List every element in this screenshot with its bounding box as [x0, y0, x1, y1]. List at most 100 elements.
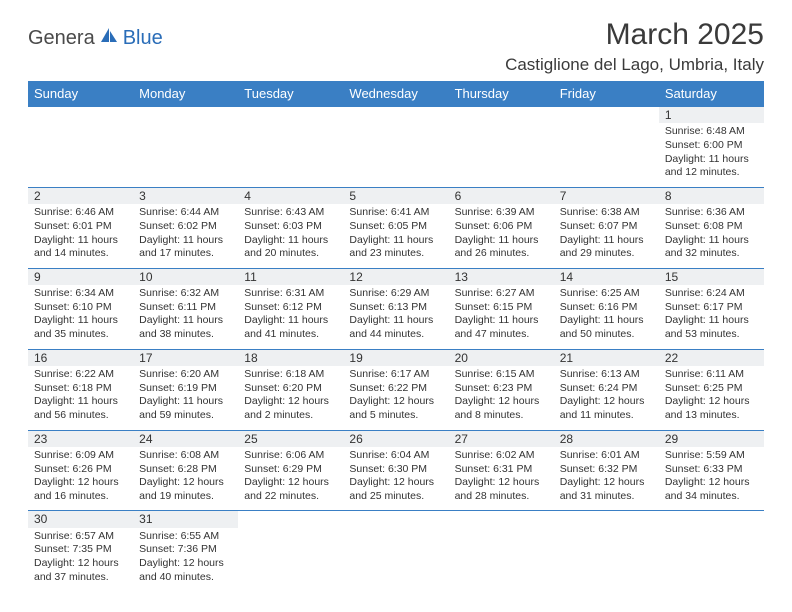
day-cell: Sunrise: 6:15 AMSunset: 6:23 PMDaylight:…: [449, 366, 554, 430]
day-details: Sunrise: 6:25 AMSunset: 6:16 PMDaylight:…: [554, 285, 659, 346]
day-details: Sunrise: 6:32 AMSunset: 6:11 PMDaylight:…: [133, 285, 238, 346]
sunrise-text: Sunrise: 6:31 AM: [244, 287, 337, 301]
day-details: Sunrise: 6:41 AMSunset: 6:05 PMDaylight:…: [343, 204, 448, 265]
day-cell: Sunrise: 6:02 AMSunset: 6:31 PMDaylight:…: [449, 447, 554, 511]
daylight-line1: Daylight: 12 hours: [139, 476, 232, 490]
sunrise-text: Sunrise: 6:41 AM: [349, 206, 442, 220]
day-number-cell: 22: [659, 349, 764, 366]
day-details: Sunrise: 6:06 AMSunset: 6:29 PMDaylight:…: [238, 447, 343, 508]
daylight-line2: and 19 minutes.: [139, 490, 232, 504]
daylight-line1: Daylight: 11 hours: [34, 234, 127, 248]
day-number: 6: [449, 188, 554, 204]
daylight-line1: Daylight: 12 hours: [244, 395, 337, 409]
day-details: Sunrise: 6:17 AMSunset: 6:22 PMDaylight:…: [343, 366, 448, 427]
day-cell: Sunrise: 6:55 AMSunset: 7:36 PMDaylight:…: [133, 528, 238, 592]
week-row: Sunrise: 6:57 AMSunset: 7:35 PMDaylight:…: [28, 528, 764, 592]
sunset-text: Sunset: 6:03 PM: [244, 220, 337, 234]
daylight-line2: and 41 minutes.: [244, 328, 337, 342]
calendar-table: Sunday Monday Tuesday Wednesday Thursday…: [28, 81, 764, 592]
day-number-cell: 2: [28, 187, 133, 204]
day-cell: Sunrise: 6:06 AMSunset: 6:29 PMDaylight:…: [238, 447, 343, 511]
sunset-text: Sunset: 6:01 PM: [34, 220, 127, 234]
daylight-line2: and 38 minutes.: [139, 328, 232, 342]
sunset-text: Sunset: 7:35 PM: [34, 543, 127, 557]
day-number: 7: [554, 188, 659, 204]
day-number: 16: [28, 350, 133, 366]
sunset-text: Sunset: 6:07 PM: [560, 220, 653, 234]
daylight-line2: and 2 minutes.: [244, 409, 337, 423]
day-cell: Sunrise: 6:41 AMSunset: 6:05 PMDaylight:…: [343, 204, 448, 268]
day-number-cell: [238, 107, 343, 124]
sunset-text: Sunset: 6:23 PM: [455, 382, 548, 396]
daylight-line1: Daylight: 11 hours: [139, 314, 232, 328]
sunset-text: Sunset: 6:20 PM: [244, 382, 337, 396]
sunset-text: Sunset: 6:26 PM: [34, 463, 127, 477]
sunset-text: Sunset: 6:08 PM: [665, 220, 758, 234]
day-details: Sunrise: 6:44 AMSunset: 6:02 PMDaylight:…: [133, 204, 238, 265]
daylight-line1: Daylight: 11 hours: [244, 234, 337, 248]
day-cell: Sunrise: 6:20 AMSunset: 6:19 PMDaylight:…: [133, 366, 238, 430]
day-number-cell: 4: [238, 187, 343, 204]
day-number-cell: 23: [28, 430, 133, 447]
day-details: Sunrise: 6:57 AMSunset: 7:35 PMDaylight:…: [28, 528, 133, 589]
day-number: 5: [343, 188, 448, 204]
daylight-line2: and 25 minutes.: [349, 490, 442, 504]
day-cell: Sunrise: 5:59 AMSunset: 6:33 PMDaylight:…: [659, 447, 764, 511]
day-number-cell: [554, 511, 659, 528]
day-number: 26: [343, 431, 448, 447]
weekday-header: Thursday: [449, 81, 554, 107]
day-number: 12: [343, 269, 448, 285]
day-cell: [28, 123, 133, 187]
day-cell: [133, 123, 238, 187]
day-number: 2: [28, 188, 133, 204]
sail-icon: [99, 26, 119, 51]
day-cell: Sunrise: 6:04 AMSunset: 6:30 PMDaylight:…: [343, 447, 448, 511]
daylight-line1: Daylight: 12 hours: [560, 476, 653, 490]
day-cell: Sunrise: 6:27 AMSunset: 6:15 PMDaylight:…: [449, 285, 554, 349]
day-number-cell: [343, 511, 448, 528]
day-number-cell: 10: [133, 268, 238, 285]
day-details: Sunrise: 6:38 AMSunset: 6:07 PMDaylight:…: [554, 204, 659, 265]
daylight-line2: and 28 minutes.: [455, 490, 548, 504]
day-number-cell: 8: [659, 187, 764, 204]
sunset-text: Sunset: 6:05 PM: [349, 220, 442, 234]
day-number-cell: [554, 107, 659, 124]
day-number: 10: [133, 269, 238, 285]
day-number: 9: [28, 269, 133, 285]
sunset-text: Sunset: 6:13 PM: [349, 301, 442, 315]
sunset-text: Sunset: 6:02 PM: [139, 220, 232, 234]
daynum-row: 1: [28, 107, 764, 124]
day-number: 17: [133, 350, 238, 366]
day-number: 25: [238, 431, 343, 447]
sunset-text: Sunset: 6:10 PM: [34, 301, 127, 315]
daylight-line2: and 56 minutes.: [34, 409, 127, 423]
sunset-text: Sunset: 6:16 PM: [560, 301, 653, 315]
day-number-cell: 9: [28, 268, 133, 285]
daylight-line1: Daylight: 12 hours: [455, 476, 548, 490]
weekday-header: Monday: [133, 81, 238, 107]
sunrise-text: Sunrise: 6:20 AM: [139, 368, 232, 382]
sunrise-text: Sunrise: 6:04 AM: [349, 449, 442, 463]
day-number-cell: 28: [554, 430, 659, 447]
daylight-line2: and 44 minutes.: [349, 328, 442, 342]
day-number: 30: [28, 511, 133, 527]
day-cell: Sunrise: 6:09 AMSunset: 6:26 PMDaylight:…: [28, 447, 133, 511]
sunrise-text: Sunrise: 6:06 AM: [244, 449, 337, 463]
daylight-line1: Daylight: 11 hours: [455, 234, 548, 248]
day-details: Sunrise: 6:15 AMSunset: 6:23 PMDaylight:…: [449, 366, 554, 427]
day-number: 4: [238, 188, 343, 204]
day-details: Sunrise: 6:36 AMSunset: 6:08 PMDaylight:…: [659, 204, 764, 265]
daylight-line1: Daylight: 11 hours: [665, 314, 758, 328]
daylight-line1: Daylight: 11 hours: [139, 234, 232, 248]
day-number-cell: 15: [659, 268, 764, 285]
day-cell: Sunrise: 6:08 AMSunset: 6:28 PMDaylight:…: [133, 447, 238, 511]
day-cell: Sunrise: 6:32 AMSunset: 6:11 PMDaylight:…: [133, 285, 238, 349]
sunrise-text: Sunrise: 6:18 AM: [244, 368, 337, 382]
day-number: 11: [238, 269, 343, 285]
daynum-row: 2345678: [28, 187, 764, 204]
day-details: Sunrise: 6:31 AMSunset: 6:12 PMDaylight:…: [238, 285, 343, 346]
daylight-line1: Daylight: 12 hours: [349, 476, 442, 490]
day-details: Sunrise: 6:09 AMSunset: 6:26 PMDaylight:…: [28, 447, 133, 508]
day-details: Sunrise: 6:01 AMSunset: 6:32 PMDaylight:…: [554, 447, 659, 508]
day-number-cell: 26: [343, 430, 448, 447]
